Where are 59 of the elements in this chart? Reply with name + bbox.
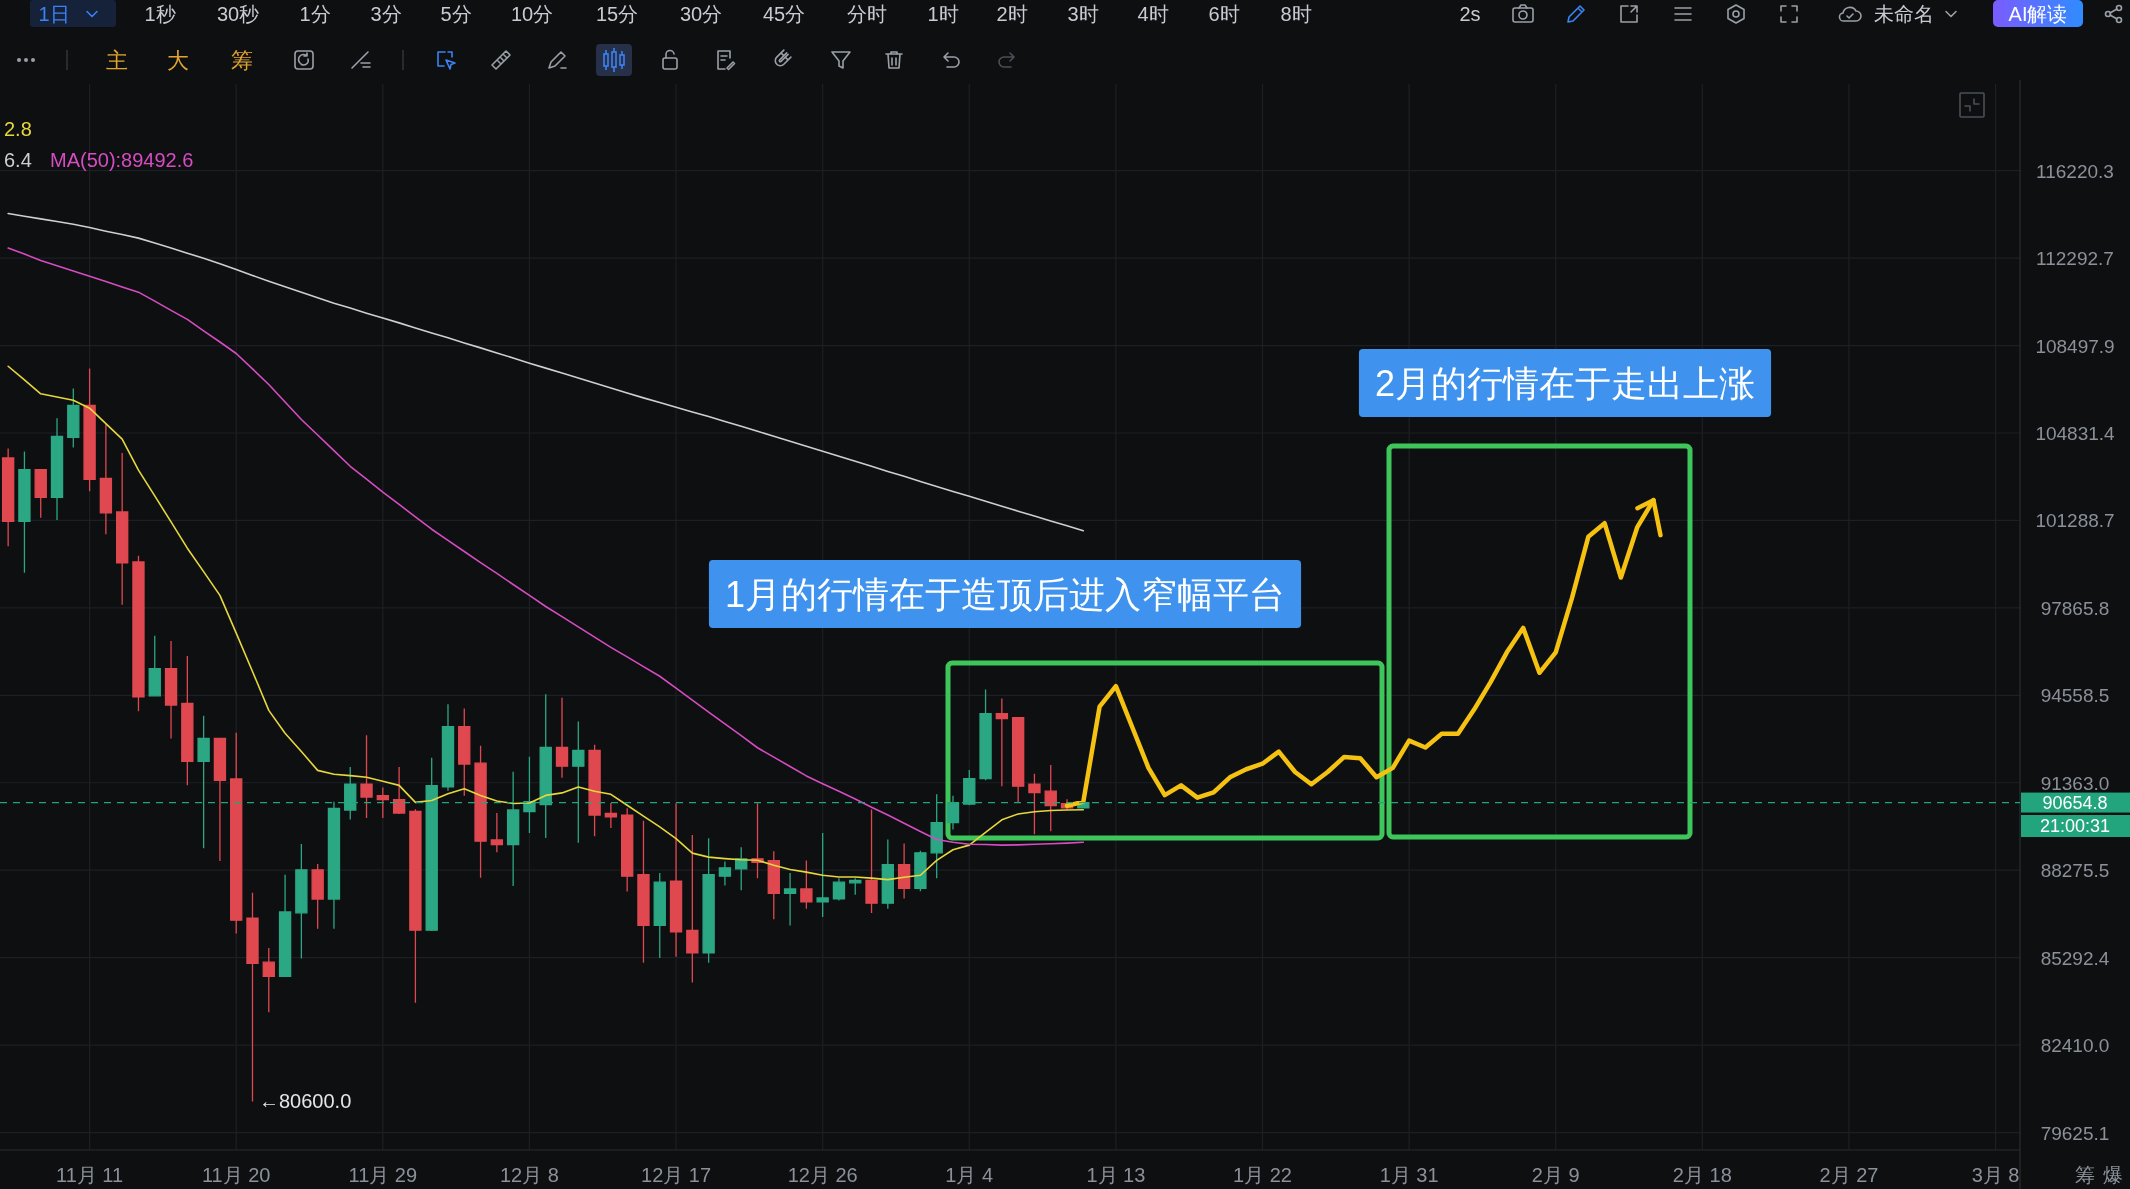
text: 2时	[996, 3, 1028, 25]
text: 1日	[38, 3, 70, 25]
y-tick-label: 82410.0	[2040, 1034, 2110, 1056]
x-tick-label: 2月 27	[1819, 1164, 1879, 1186]
text: 2.8	[4, 118, 32, 140]
text: 爆	[2103, 1164, 2123, 1186]
y-tick-label: 104831.4	[2035, 422, 2116, 444]
y-tick-label: 94558.5	[2040, 684, 2110, 706]
text: 4时	[1137, 3, 1169, 25]
text: 30秒	[216, 3, 260, 25]
x-tick-label: 11月 20	[201, 1164, 271, 1186]
x-tick-label: 11月 29	[348, 1164, 418, 1186]
x-tick-label: 12月 8	[499, 1164, 559, 1186]
text: 1秒	[144, 3, 176, 25]
x-tick-label: 3月 8	[1971, 1164, 2020, 1186]
text: 3时	[1067, 3, 1099, 25]
text: 21:00:31	[2039, 816, 2111, 836]
x-tick-label: 1月 31	[1379, 1164, 1439, 1186]
y-tick-label: 79625.1	[2040, 1122, 2110, 1144]
text: 筹	[2075, 1164, 2095, 1186]
y-tick-label: 97865.8	[2040, 597, 2110, 619]
text: 45分	[762, 3, 806, 25]
annotation: 2月的行情在于走出上涨	[1374, 362, 1756, 404]
ref-line-label: 90654.8	[2042, 792, 2108, 813]
text: 分时	[847, 3, 887, 25]
text: 6时	[1208, 3, 1240, 25]
text: 未命名	[1874, 3, 1934, 25]
text: 15分	[595, 3, 639, 25]
y-tick-label: 85292.4	[2040, 947, 2110, 969]
x-tick-label: 1月 4	[945, 1164, 994, 1186]
y-tick-label: 91363.0	[2040, 772, 2110, 794]
x-tick-label: 11月 11	[56, 1164, 124, 1186]
x-tick-label: 1月 13	[1086, 1164, 1146, 1186]
text: 筹	[231, 47, 253, 73]
text: MA(50):89492.6	[50, 149, 194, 171]
text: 大	[167, 47, 189, 73]
text: 3分	[370, 3, 402, 25]
x-tick-label: 12月 17	[641, 1164, 712, 1186]
text: 主	[106, 47, 128, 73]
text: 5分	[440, 3, 472, 25]
text: 10分	[510, 3, 554, 25]
text: 1时	[927, 3, 959, 25]
annotation: ←80600.0	[259, 1090, 352, 1112]
text: 2s	[1459, 3, 1481, 25]
text: 6.4	[4, 149, 32, 171]
y-tick-label: 112292.7	[2036, 247, 2114, 269]
annotation: 1月的行情在于造顶后进入窄幅平台	[724, 573, 1286, 615]
text: 30分	[679, 3, 723, 25]
text: AI解读	[2008, 3, 2068, 25]
y-tick-label: 116220.3	[2036, 160, 2114, 182]
text: 8时	[1280, 3, 1312, 25]
y-tick-label: 108497.9	[2035, 335, 2115, 357]
y-tick-label: 88275.5	[2040, 859, 2110, 881]
x-tick-label: 1月 22	[1233, 1164, 1292, 1186]
y-tick-label: 101288.7	[2035, 509, 2115, 531]
x-tick-label: 2月 18	[1672, 1164, 1732, 1186]
text: 1分	[299, 3, 331, 25]
x-tick-label: 2月 9	[1531, 1164, 1580, 1186]
x-tick-label: 12月 26	[787, 1164, 858, 1186]
